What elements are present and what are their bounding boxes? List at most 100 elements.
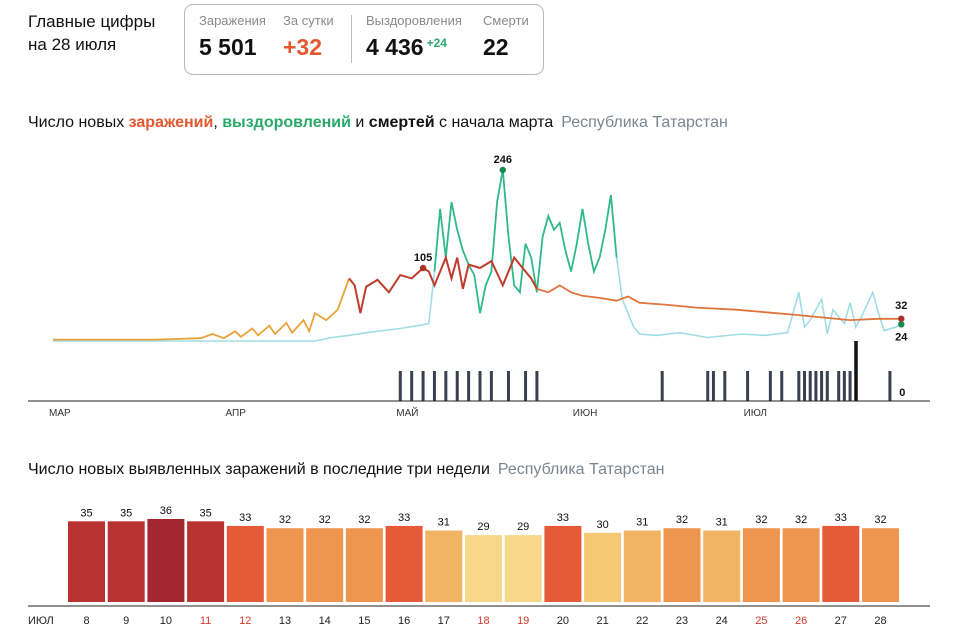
recovered-value-label: 246 xyxy=(494,154,512,166)
deaths-bar xyxy=(825,371,829,401)
bar-value-label: 32 xyxy=(795,514,807,526)
chart1-heading-pre: Число новых xyxy=(28,114,129,131)
stat-recovered: Выздоровления 4 436 +24 xyxy=(366,13,462,61)
bar-category-label: 21 xyxy=(596,615,608,627)
month-tick-label: МАР xyxy=(49,408,71,419)
bar-category-label: 13 xyxy=(279,615,291,627)
deaths-bar xyxy=(467,371,471,401)
recovered-value-row: 4 436 +24 xyxy=(366,34,462,61)
recovered-point-marker xyxy=(499,166,506,174)
bar-category-label: 14 xyxy=(319,615,331,627)
deaths-bar xyxy=(746,371,750,401)
bar xyxy=(703,530,741,602)
bar-value-label: 32 xyxy=(755,514,767,526)
bar xyxy=(504,535,542,602)
bar xyxy=(385,525,423,602)
bar-category-label: 11 xyxy=(200,615,211,627)
bar xyxy=(306,528,344,602)
infections-line-late xyxy=(536,284,902,322)
bar-value-label: 33 xyxy=(398,512,410,524)
bar xyxy=(345,528,383,602)
bar-value-label: 35 xyxy=(80,507,92,519)
recovered-line-early xyxy=(53,271,436,342)
title-line-1: Главные цифры xyxy=(28,12,156,31)
deaths-bar xyxy=(842,371,846,401)
cases-timeline-chart: МАР АПР МАЙ ИЮН ИЮЛ 105 246 32 24 0 xyxy=(28,154,930,419)
deaths-label: Смерти xyxy=(483,13,529,28)
deaths-bar xyxy=(535,371,539,401)
bar-value-label: 32 xyxy=(874,514,886,526)
deaths-bar xyxy=(723,371,727,401)
bar xyxy=(782,528,820,602)
stats-divider xyxy=(351,15,352,63)
recovered-value-label: 24 xyxy=(895,331,908,343)
bar-category-label: 28 xyxy=(874,615,886,627)
deaths-bar xyxy=(797,371,801,401)
chart1-heading-comma: , xyxy=(213,114,223,131)
bar-value-label: 32 xyxy=(676,514,688,526)
chart2-heading-text: Число новых выявленных заражений в после… xyxy=(28,461,490,478)
bar-value-label: 31 xyxy=(716,517,728,529)
month-tick-label: ИЮЛ xyxy=(744,408,767,419)
deaths-bar xyxy=(410,371,414,401)
bar-category-label: 27 xyxy=(835,615,847,627)
infections-line-peak xyxy=(348,254,538,314)
recovered-delta: +24 xyxy=(426,36,447,50)
chart1-heading-recovered: выздоровлений xyxy=(222,114,351,131)
month-tick-label: ИЮН xyxy=(573,408,598,419)
bar-value-label: 35 xyxy=(199,507,211,519)
bar-category-label: 23 xyxy=(676,615,688,627)
day-label: За сутки xyxy=(283,13,334,28)
stat-deaths: Смерти 22 xyxy=(483,13,529,61)
bar xyxy=(862,528,899,602)
bar-category-label: 19 xyxy=(517,615,529,627)
deaths-bar xyxy=(837,371,841,401)
chart2-heading: Число новых выявленных заражений в после… xyxy=(28,461,664,479)
bar xyxy=(584,532,622,602)
bar-value-label: 35 xyxy=(120,507,132,519)
stat-day: За сутки +32 xyxy=(283,13,334,61)
deaths-bar xyxy=(854,341,858,401)
bar xyxy=(742,528,780,602)
deaths-bar xyxy=(489,371,493,401)
stats-card: Заражения 5 501 За сутки +32 Выздоровлен… xyxy=(184,4,544,75)
deaths-bar xyxy=(814,371,818,401)
deaths-bar xyxy=(848,371,852,401)
deaths-bar xyxy=(803,371,807,401)
bar xyxy=(822,525,860,602)
recovered-line-late xyxy=(615,257,902,339)
deaths-bar xyxy=(444,371,448,401)
bar xyxy=(266,528,304,602)
bar-value-label: 31 xyxy=(438,517,450,529)
chart1-heading-and: и xyxy=(350,114,369,131)
bar-value-label: 32 xyxy=(279,514,291,526)
bar xyxy=(147,519,185,602)
bar-category-label: 24 xyxy=(716,615,728,627)
bar xyxy=(544,525,582,602)
deaths-bar xyxy=(506,371,510,401)
infections-label: Заражения xyxy=(199,13,266,28)
bar-category-label: 17 xyxy=(438,615,450,627)
deaths-value: 22 xyxy=(483,34,509,60)
bar-value-label: 33 xyxy=(239,512,251,524)
month-tick-label: АПР xyxy=(225,408,246,419)
deaths-bar xyxy=(780,371,784,401)
recovered-line-peak xyxy=(433,169,618,314)
bar xyxy=(226,525,264,602)
title-line-2: на 28 июля xyxy=(28,35,117,54)
bar-category-label: 12 xyxy=(239,615,251,627)
recovered-point-marker xyxy=(898,321,905,328)
recovered-value: 4 436 xyxy=(366,34,424,60)
deaths-bar xyxy=(421,371,425,401)
chart1-heading-infections: заражений xyxy=(128,114,214,131)
bar-category-label: 15 xyxy=(358,615,370,627)
bar-value-label: 30 xyxy=(596,519,608,531)
bar xyxy=(187,521,225,602)
bar xyxy=(465,535,502,602)
bar xyxy=(68,521,105,602)
stat-infections: Заражения 5 501 xyxy=(199,13,266,61)
bar-value-label: 32 xyxy=(319,514,331,526)
bar xyxy=(425,530,463,602)
chart1-heading-post: с начала марта xyxy=(434,114,554,131)
infections-value-label: 105 xyxy=(414,252,432,264)
